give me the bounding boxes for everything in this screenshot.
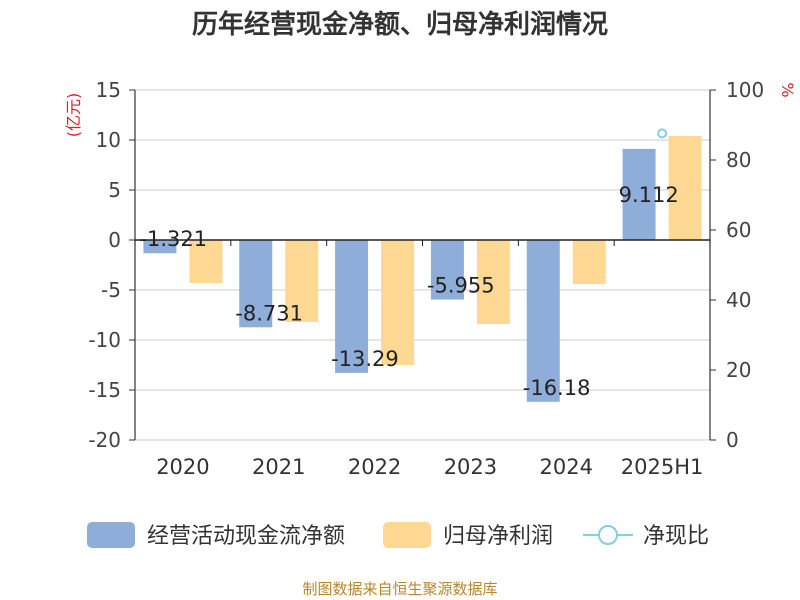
cashflow-bar	[526, 240, 560, 402]
chart-title: 历年经营现金净额、归母净利润情况	[192, 9, 608, 40]
right-tick-label: 40	[726, 288, 751, 312]
x-category-label: 2022	[348, 455, 401, 479]
x-category-label: 2020	[156, 455, 209, 479]
grid	[135, 89, 710, 441]
net-profit-bar	[572, 240, 606, 284]
left-tick-label: -15	[88, 378, 121, 402]
cashflow-data-label: -13.29	[331, 347, 399, 371]
right-tick-label: 0	[726, 428, 739, 452]
right-tick-label: 100	[726, 78, 764, 102]
right-tick-label: 80	[726, 148, 751, 172]
bars	[143, 136, 702, 402]
left-axis-unit: (亿元)	[64, 93, 83, 138]
legend: 经营活动现金流净额 归母净利润 净现比	[87, 522, 709, 549]
legend-swatch	[87, 522, 135, 548]
x-category-label: 2025H1	[621, 455, 704, 479]
legend-label: 净现比	[643, 524, 709, 549]
cashflow-data-label: -1.321	[139, 227, 207, 251]
x-category-label: 2024	[540, 455, 593, 479]
data-labels: -1.321 -8.731 -13.29 -5.955 -16.18 9.112	[139, 183, 678, 400]
x-category-label: 2021	[252, 455, 305, 479]
net-profit-bar	[476, 240, 510, 324]
cashflow-bar	[239, 240, 273, 328]
line-points	[657, 128, 668, 139]
right-axis-unit: %	[778, 82, 797, 97]
ratio-point	[657, 128, 668, 139]
net-profit-bar	[189, 240, 223, 283]
legend-label: 归母净利润	[443, 524, 553, 549]
legend-label: 经营活动现金流净额	[147, 524, 345, 549]
cashflow-data-label: -8.731	[235, 301, 303, 325]
left-tick-label: -20	[88, 428, 121, 452]
source-note: 制图数据来自恒生聚源数据库	[302, 580, 497, 598]
cashflow-bar	[143, 240, 177, 254]
x-category-label: 2023	[444, 455, 497, 479]
net-profit-bar	[381, 240, 415, 365]
left-tick-label: 5	[108, 178, 121, 202]
cashflow-bar	[622, 148, 656, 240]
left-tick-label: 15	[96, 78, 121, 102]
left-tick-label: -10	[88, 328, 121, 352]
net-profit-bar	[668, 136, 702, 240]
legend-swatch	[383, 522, 431, 548]
axes: 15 10 5 0 -5 -10 -15 -20 100 80 60 40 20 0 2020 2021 202…	[88, 78, 764, 479]
legend-marker	[598, 525, 618, 545]
net-profit-bar	[285, 240, 319, 322]
left-tick-label: 0	[108, 228, 121, 252]
cashflow-data-label: -5.955	[427, 274, 495, 298]
cashflow-bar	[430, 240, 464, 300]
cashflow-bar	[335, 240, 369, 373]
left-tick-label: 10	[96, 128, 121, 152]
right-tick-label: 60	[726, 218, 751, 242]
cashflow-data-label: 9.112	[619, 183, 679, 207]
right-tick-label: 20	[726, 358, 751, 382]
cashflow-data-label: -16.18	[523, 376, 591, 400]
left-tick-label: -5	[101, 278, 121, 302]
